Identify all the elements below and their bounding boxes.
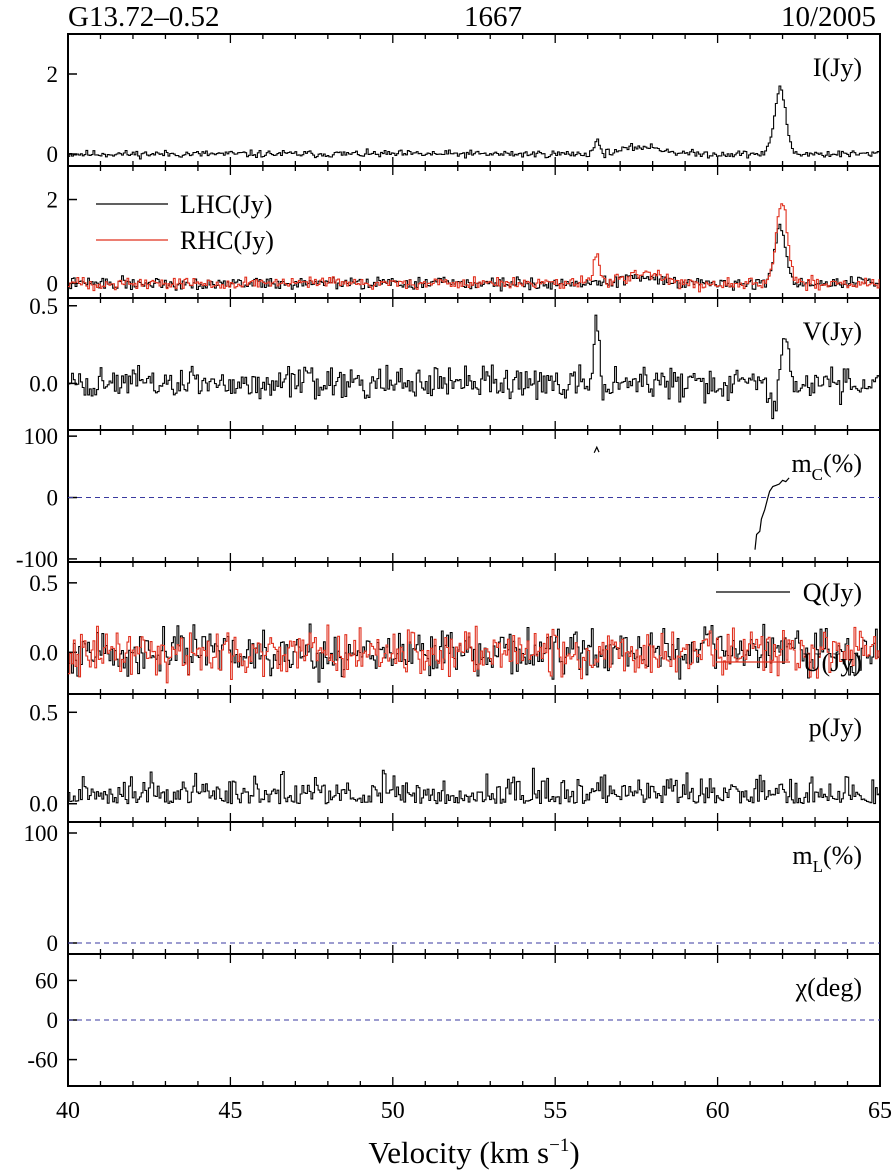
curve-mC-0 <box>593 445 600 453</box>
series-ujy <box>68 624 880 684</box>
y-tick-label: 0.0 <box>29 640 58 665</box>
panel-p: 0.5 0.0 p(Jy) <box>29 693 881 823</box>
panel-frame <box>67 821 881 955</box>
series-I-0 <box>68 85 880 160</box>
y-tick-label: 0 <box>47 486 59 511</box>
plot-area <box>68 85 880 160</box>
y-tick-label: 0 <box>47 271 59 296</box>
transition-frequency: 1667 <box>464 1 522 33</box>
legend-label: RHC(Jy) <box>180 226 274 255</box>
panel-label-V: V(Jy) <box>803 317 862 346</box>
legend-label: Q(Jy) <box>803 578 862 607</box>
x-tick-label: 45 <box>218 1098 242 1124</box>
y-tick-label: 0.0 <box>29 792 58 817</box>
y-tick-label: 0 <box>47 1008 59 1033</box>
y-tick-label: 0 <box>47 142 59 167</box>
y-tick-label: 0.5 <box>29 294 58 319</box>
y-tick-label: 0.5 <box>29 571 58 596</box>
panel-frame <box>67 429 881 563</box>
panels-group: 0 2 I(Jy) 0 2 LHC(Jy) RHC(Jy) 0.5 0.0 V(Jy) 100 0 -1… <box>16 33 881 1087</box>
y-tick-label: 100 <box>24 821 59 846</box>
y-tick-label: 100 <box>24 424 59 449</box>
panel-frame <box>67 297 881 431</box>
legend-label: LHC(Jy) <box>180 190 272 219</box>
panel-V: 0.5 0.0 V(Jy) <box>29 294 881 431</box>
curve-mC-1 <box>754 477 790 550</box>
panel-LHC_RHC: 0 2 LHC(Jy) RHC(Jy) <box>47 165 881 299</box>
series-p-0 <box>68 767 880 805</box>
series-rhcjy <box>68 203 880 293</box>
panel-QU: 0.5 0.0 Q(Jy) U(Jy) <box>29 561 881 695</box>
y-tick-label: 0.0 <box>29 371 58 396</box>
y-tick-label: 2 <box>47 62 59 87</box>
plot-area <box>68 623 880 684</box>
panel-label-p: p(Jy) <box>809 713 862 742</box>
panel-mL: 100 0 mL(%) <box>24 821 881 956</box>
x-axis-title: Velocity (km s−1) <box>368 1135 579 1170</box>
x-tick-label: 60 <box>706 1098 730 1124</box>
y-tick-label: 2 <box>47 188 59 213</box>
observation-epoch: 10/2005 <box>781 1 876 33</box>
y-tick-label: 0.5 <box>29 700 58 725</box>
plot-area <box>68 767 880 805</box>
panel-label-chi: χ(deg) <box>795 973 862 1002</box>
plot-area <box>68 314 880 420</box>
panel-label-mL: mL(%) <box>792 841 862 876</box>
source-name: G13.72–0.52 <box>68 1 219 33</box>
x-tick-label: 50 <box>381 1098 405 1124</box>
y-tick-label: 60 <box>35 968 58 993</box>
panel-mC: 100 0 -100 mC(%) <box>16 424 881 572</box>
panel-label-mC: mC(%) <box>791 449 862 484</box>
series-V-0 <box>68 314 880 420</box>
y-tick-label: -60 <box>27 1048 58 1073</box>
panel-frame <box>67 33 881 167</box>
plot-area <box>593 445 790 550</box>
legend-label: U(Jy) <box>803 648 862 677</box>
series-qjy <box>68 623 880 683</box>
velocity-axis: 40 45 50 55 60 65 Velocity (km s−1) <box>56 1098 892 1170</box>
y-tick-label: -100 <box>16 547 58 572</box>
x-tick-label: 65 <box>868 1098 892 1124</box>
plot-area <box>68 203 880 293</box>
panel-label-I: I(Jy) <box>813 53 862 82</box>
panel-I: 0 2 I(Jy) <box>47 33 881 167</box>
x-tick-label: 40 <box>56 1098 80 1124</box>
x-tick-label: 55 <box>543 1098 567 1124</box>
panel-chi: 60 0 -60 χ(deg) <box>27 953 881 1087</box>
y-tick-label: 0 <box>47 931 59 956</box>
